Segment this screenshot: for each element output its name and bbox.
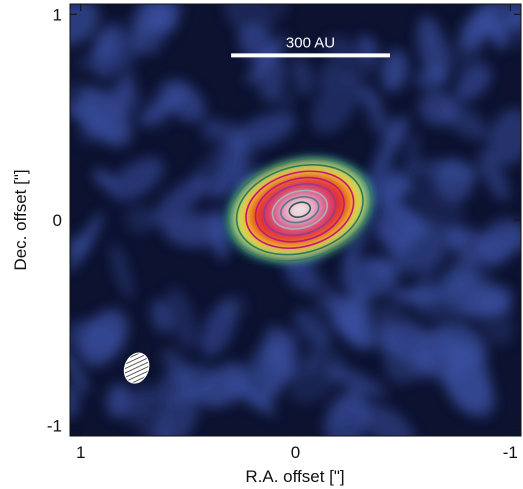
noise-blob — [70, 82, 100, 116]
noise-blob — [70, 235, 91, 257]
beam-shape — [123, 352, 150, 384]
y-tick-label: -1 — [47, 417, 62, 436]
contour-line — [271, 189, 328, 230]
noise-blob — [279, 91, 295, 113]
noise-blob — [161, 79, 206, 122]
noise-blob — [223, 4, 275, 37]
contour-line — [227, 157, 373, 262]
noise-blob — [391, 220, 444, 274]
x-axis-title: R.A. offset ["] — [245, 467, 344, 486]
contour-line — [245, 170, 355, 249]
noise-blob — [445, 340, 476, 371]
noise-blob — [70, 384, 80, 420]
noise-blob — [166, 286, 198, 351]
noise-blob — [288, 347, 346, 404]
noise-blob — [110, 242, 133, 299]
noise-blob — [505, 224, 521, 252]
emission-level — [291, 203, 309, 216]
noise-blob — [482, 14, 506, 45]
scale-bar-label: 300 AU — [286, 34, 335, 51]
noise-blob — [78, 111, 110, 144]
noise-blob — [119, 36, 143, 73]
noise-blob — [361, 403, 416, 436]
noise-blob — [284, 258, 321, 293]
beam-ellipse — [123, 352, 150, 384]
noise-blob — [201, 117, 226, 142]
noise-blob — [460, 4, 496, 53]
y-tick-label: 1 — [53, 5, 62, 24]
noise-blob — [487, 108, 521, 166]
noise-blob — [163, 212, 227, 248]
noise-blob — [342, 229, 366, 269]
noise-blob — [478, 299, 514, 346]
noise-blob — [290, 55, 314, 96]
axis-ticks — [70, 4, 521, 436]
noise-blob — [443, 225, 466, 247]
noise-blob — [367, 111, 405, 142]
x-tick-label: -1 — [503, 443, 518, 462]
noise-blob — [497, 25, 521, 48]
noise-blob — [478, 149, 510, 202]
noise-blob — [380, 49, 409, 92]
x-tick-label: 1 — [76, 443, 85, 462]
noise-blob — [318, 59, 338, 89]
contour-line — [288, 201, 312, 218]
noise-blob — [79, 309, 129, 367]
plot-area: 300 AU — [70, 4, 521, 436]
noise-blob — [110, 157, 165, 201]
noise-blob — [145, 87, 173, 130]
scale-bar: 300 AU — [231, 34, 390, 58]
noise-blob — [230, 112, 296, 151]
noise-blob — [371, 258, 393, 279]
noise-blob — [125, 5, 155, 48]
noise-blob — [93, 169, 117, 191]
noise-blob — [105, 81, 142, 118]
noise-blob — [257, 330, 300, 397]
noise-blob — [106, 384, 134, 418]
noise-blob — [226, 377, 277, 416]
contour-line — [280, 196, 320, 224]
contour-line — [263, 183, 337, 237]
noise-blob — [94, 33, 120, 61]
noise-blob — [414, 65, 450, 91]
noise-blob — [369, 303, 417, 353]
noise-blob — [383, 342, 421, 384]
noise-blob — [221, 293, 247, 319]
contour-line — [254, 176, 345, 243]
noise-blob — [329, 300, 368, 332]
noise-blob — [125, 204, 155, 234]
noise-blob — [70, 337, 90, 393]
noise-blob — [506, 9, 521, 32]
noise-blob — [417, 16, 449, 83]
noise-texture — [70, 4, 521, 436]
noise-blob — [137, 390, 171, 436]
noise-blob — [403, 131, 420, 190]
noise-blob — [70, 4, 100, 46]
x-tick-label: 0 — [291, 443, 300, 462]
noise-blob — [358, 84, 383, 115]
source-emission — [226, 157, 373, 263]
noise-blob — [146, 4, 176, 33]
noise-blob — [362, 163, 407, 208]
noise-blob — [416, 236, 456, 284]
noise-blob — [245, 35, 288, 85]
noise-blob — [208, 160, 246, 200]
noise-blob — [412, 158, 480, 184]
noise-blob — [323, 35, 356, 59]
noise-blob — [454, 64, 492, 102]
y-axis-title: Dec. offset ["] — [11, 169, 30, 270]
noise-blob — [228, 120, 245, 160]
noise-blob — [151, 299, 172, 334]
y-tick-label: 0 — [53, 211, 62, 230]
noise-blob — [153, 364, 215, 406]
noise-blob — [477, 231, 510, 268]
noise-blob — [390, 287, 444, 305]
noise-blob — [439, 101, 489, 140]
noise-blob — [418, 346, 445, 371]
noise-blob — [311, 74, 360, 134]
contour-line — [235, 163, 364, 256]
noise-blob — [151, 175, 208, 227]
noise-blob — [293, 310, 332, 347]
